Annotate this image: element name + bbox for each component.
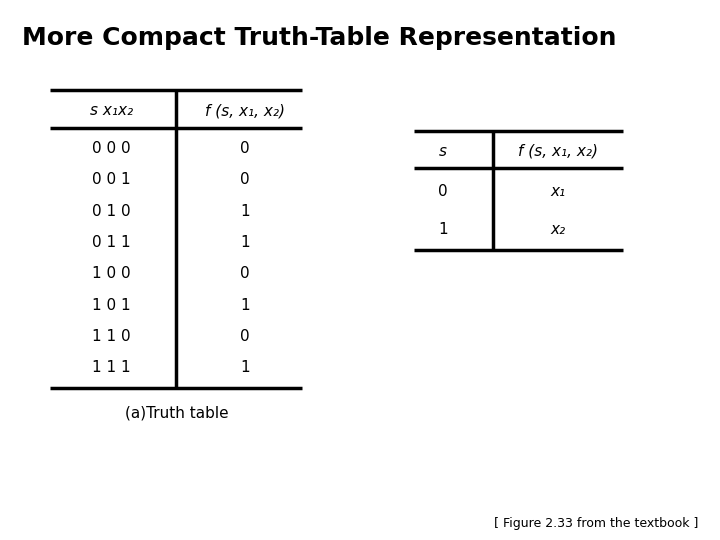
Text: 0: 0 xyxy=(240,141,250,156)
Text: 1: 1 xyxy=(240,235,250,250)
Text: 0 0 0: 0 0 0 xyxy=(92,141,131,156)
Text: 0: 0 xyxy=(240,266,250,281)
Text: 0: 0 xyxy=(438,184,448,199)
Text: 0 1 0: 0 1 0 xyxy=(92,204,131,219)
Text: 1: 1 xyxy=(240,298,250,313)
Text: 1: 1 xyxy=(240,204,250,219)
Text: 1: 1 xyxy=(240,360,250,375)
Text: f (s, x₁, x₂): f (s, x₁, x₂) xyxy=(204,103,285,118)
Text: 1 0 1: 1 0 1 xyxy=(92,298,131,313)
Text: 0: 0 xyxy=(240,329,250,344)
Text: 0 0 1: 0 0 1 xyxy=(92,172,131,187)
Text: 0 1 1: 0 1 1 xyxy=(92,235,131,250)
Text: 1 1 1: 1 1 1 xyxy=(92,360,131,375)
Text: 0: 0 xyxy=(240,172,250,187)
Text: s: s xyxy=(438,144,447,159)
Text: (a)Truth table: (a)Truth table xyxy=(125,405,228,420)
Text: More Compact Truth-Table Representation: More Compact Truth-Table Representation xyxy=(22,26,616,50)
Text: x₁: x₁ xyxy=(550,184,566,199)
Text: 1 1 0: 1 1 0 xyxy=(92,329,131,344)
Text: x₂: x₂ xyxy=(550,222,566,237)
Text: 1 0 0: 1 0 0 xyxy=(92,266,131,281)
Text: s x₁x₂: s x₁x₂ xyxy=(90,103,133,118)
Text: f (s, x₁, x₂): f (s, x₁, x₂) xyxy=(518,144,598,159)
Text: 1: 1 xyxy=(438,222,448,237)
Text: [ Figure 2.33 from the textbook ]: [ Figure 2.33 from the textbook ] xyxy=(494,517,698,530)
